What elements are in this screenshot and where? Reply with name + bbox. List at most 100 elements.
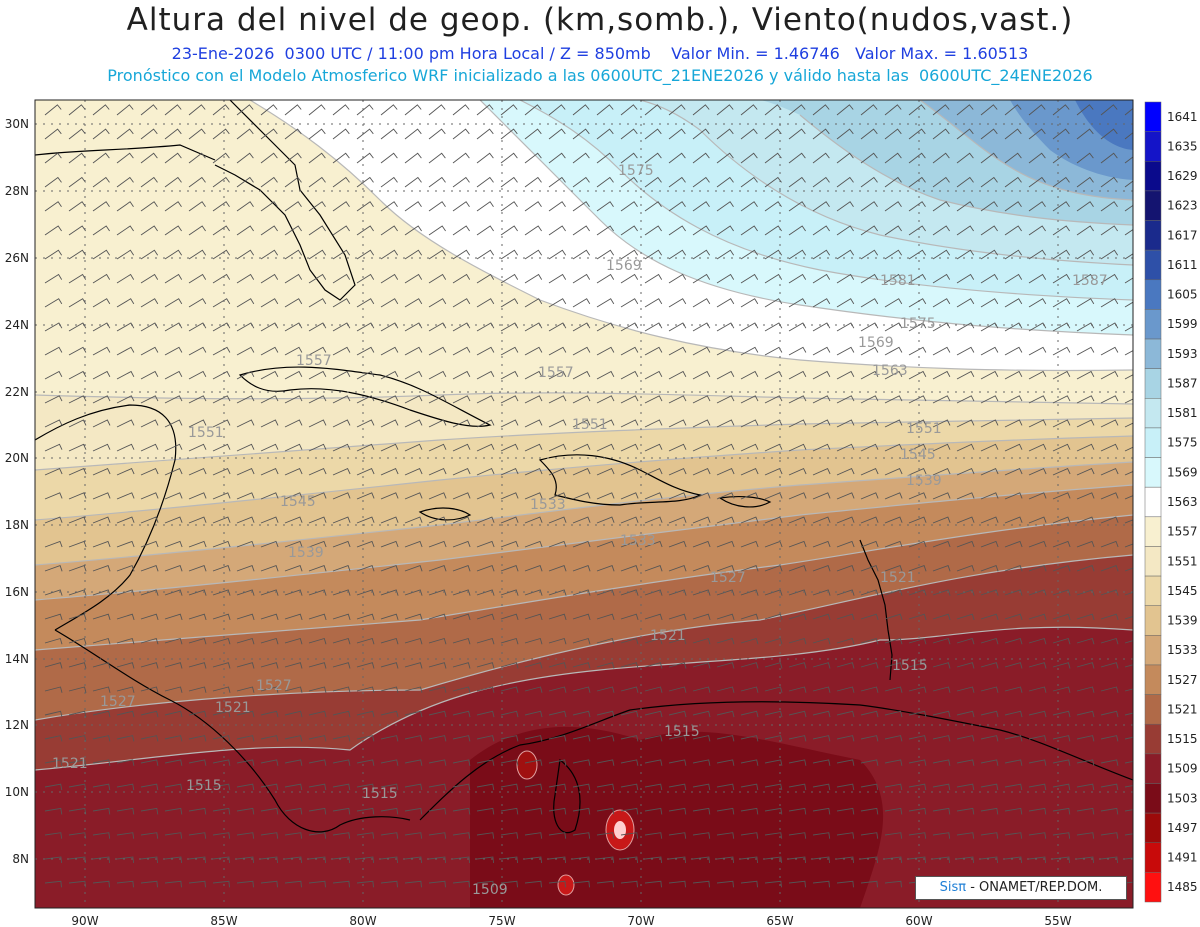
wind-barb — [620, 662, 639, 669]
wind-barb — [980, 516, 999, 524]
wind-barb — [356, 832, 375, 839]
wind-barb — [1124, 833, 1133, 836]
wind-barb — [1100, 249, 1119, 260]
wind-barb — [260, 176, 278, 188]
wind-barb — [716, 880, 734, 888]
wind-barb — [164, 710, 183, 718]
contour-label: 1521 — [880, 570, 916, 586]
wind-barb — [1124, 857, 1133, 860]
wind-barb — [956, 832, 975, 839]
wind-barb — [164, 686, 183, 693]
wind-barb — [1100, 589, 1119, 596]
wind-barb — [68, 225, 86, 236]
wind-barb — [836, 395, 855, 404]
wind-barb — [860, 516, 879, 524]
wind-barb — [140, 419, 159, 428]
yucatan-coast — [35, 404, 177, 631]
wind-barb — [356, 346, 375, 356]
wind-barb — [596, 152, 614, 164]
wind-barb — [1100, 201, 1118, 212]
wind-barb — [764, 783, 783, 791]
wind-barb — [116, 637, 135, 645]
wind-barb — [884, 468, 903, 476]
wind-barb — [428, 395, 447, 404]
wind-barb — [956, 128, 974, 140]
wind-barb — [164, 201, 182, 212]
wind-barb — [332, 832, 351, 839]
wind-barb — [1004, 589, 1023, 596]
wind-barb — [1052, 710, 1071, 718]
wind-barb — [956, 565, 975, 572]
wind-barb — [716, 395, 735, 404]
wind-barb — [1004, 807, 1023, 815]
wind-barb — [116, 565, 135, 572]
wind-barb — [188, 613, 207, 621]
wind-barb — [644, 104, 662, 116]
wind-barb — [164, 128, 182, 140]
wind-barb — [212, 637, 231, 645]
wind-barb — [308, 201, 326, 212]
wind-barb — [812, 322, 831, 332]
wind-barb — [1124, 277, 1133, 284]
wind-barb — [1004, 395, 1023, 404]
wind-barb — [668, 492, 687, 500]
wind-barb — [884, 419, 903, 428]
wind-barb — [308, 637, 327, 645]
wind-barb — [980, 322, 999, 332]
wind-barb — [380, 637, 399, 645]
wind-barb — [260, 298, 279, 308]
wind-barb — [1100, 322, 1119, 332]
wind-barb — [692, 807, 711, 815]
wind-barb — [116, 176, 134, 188]
wind-barb — [860, 735, 879, 742]
wind-barb — [548, 832, 567, 839]
wind-barb — [596, 104, 614, 116]
wind-barb — [1052, 443, 1071, 452]
wind-barb — [932, 176, 950, 188]
wind-barb — [740, 298, 759, 308]
wind-barb — [452, 176, 470, 188]
wind-barb — [692, 346, 711, 356]
lon-label: 70W — [627, 914, 654, 927]
wind-barb — [260, 201, 278, 212]
wind-barb — [188, 201, 206, 212]
wind-barb — [548, 540, 567, 548]
credit-box: Sisπ - ONAMET/REP.DOM. — [915, 876, 1127, 900]
wind-barb — [1004, 298, 1023, 308]
wind-barb — [1076, 395, 1095, 404]
wind-barb — [308, 735, 327, 742]
wind-barb — [1076, 225, 1094, 236]
wind-barb — [884, 152, 902, 164]
wind-barb — [908, 832, 927, 839]
wind-barb — [644, 662, 663, 669]
wind-barb — [572, 807, 591, 815]
wind-barb — [740, 346, 759, 356]
wind-barb — [596, 468, 615, 476]
wind-barb — [548, 273, 567, 284]
wind-barb — [428, 468, 447, 476]
wind-barb — [1052, 565, 1071, 572]
wind-barb — [980, 273, 999, 284]
wind-barb — [764, 273, 783, 284]
wind-barb — [716, 201, 734, 212]
wind-barb — [92, 176, 110, 188]
wind-barb — [140, 880, 158, 888]
wind-barb — [1004, 128, 1022, 140]
wind-barb — [644, 735, 663, 742]
wind-barb — [908, 710, 927, 718]
wind-barb — [572, 637, 591, 645]
wind-barb — [116, 225, 134, 236]
contour-label: 1581 — [880, 273, 916, 289]
wind-barb — [500, 225, 518, 236]
colorbar-label: 1641 — [1167, 110, 1198, 124]
colorbar-swatch — [1144, 694, 1162, 725]
colorbar-swatch — [1144, 516, 1162, 547]
wind-barb — [1100, 565, 1119, 572]
wind-barb — [380, 322, 399, 332]
wind-barb — [860, 637, 879, 645]
wind-barb — [836, 346, 855, 356]
wind-barb — [836, 807, 855, 815]
wind-barb — [308, 516, 327, 524]
wind-barb — [404, 346, 423, 356]
wind-barb — [452, 880, 470, 888]
